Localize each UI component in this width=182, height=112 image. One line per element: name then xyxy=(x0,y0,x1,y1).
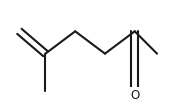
Text: O: O xyxy=(130,88,139,101)
